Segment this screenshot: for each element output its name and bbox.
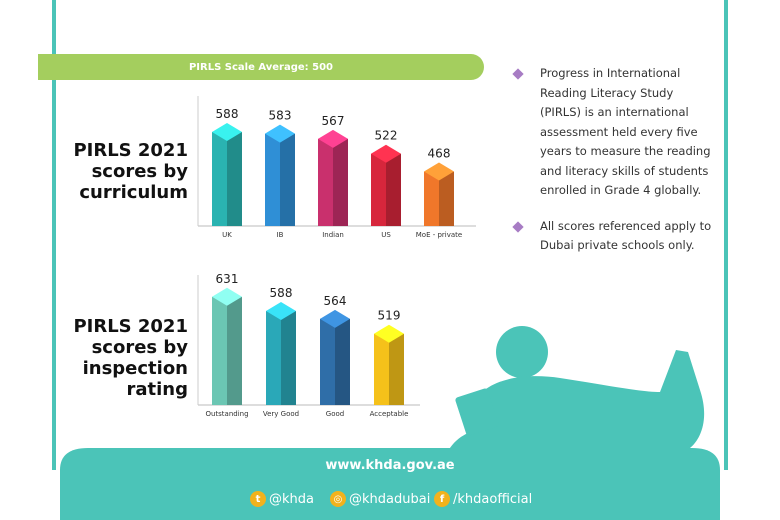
- bar: [424, 171, 439, 226]
- bar: [212, 296, 227, 405]
- bar-side: [227, 296, 242, 405]
- note-text: All scores referenced apply to Dubai pri…: [540, 218, 712, 253]
- category-label: Very Good: [263, 410, 299, 418]
- note-text: Progress in International Reading Litera…: [540, 66, 711, 197]
- curriculum-chart-title: PIRLS 2021 scores by curriculum: [73, 140, 188, 203]
- bar-cap: [266, 301, 296, 320]
- bar-side: [389, 333, 404, 405]
- bar-cap: [424, 162, 454, 181]
- category-label: US: [381, 231, 391, 239]
- inspection-chart-title: PIRLS 2021 scores by inspection rating: [73, 316, 188, 400]
- website-link[interactable]: www.khda.gov.ae: [325, 458, 455, 473]
- twitter-handle[interactable]: t @khda: [250, 486, 314, 512]
- bar-cap: [212, 287, 242, 306]
- bar: [266, 310, 281, 405]
- bar-cap: [374, 324, 404, 343]
- instagram-handle[interactable]: ◎ @khdadubai: [330, 486, 430, 512]
- bar-side: [333, 138, 348, 226]
- bar-side: [281, 310, 296, 405]
- bar-cap: [320, 309, 350, 328]
- data-label: 564: [324, 294, 347, 308]
- data-label: 468: [428, 147, 451, 161]
- bar: [265, 133, 280, 226]
- data-label: 588: [216, 107, 239, 121]
- reading-child-silhouette: [440, 326, 705, 470]
- scale-average-banner: PIRLS Scale Average: 500: [38, 54, 484, 80]
- data-label: 522: [375, 129, 398, 143]
- data-label: 588: [270, 286, 293, 300]
- note-item: Progress in International Reading Litera…: [512, 64, 712, 201]
- category-label: UK: [222, 231, 232, 239]
- category-label: Outstanding: [205, 410, 248, 418]
- note-item: All scores referenced apply to Dubai pri…: [512, 217, 712, 256]
- bar-side: [335, 318, 350, 405]
- bar: [318, 138, 333, 226]
- category-label: IB: [277, 231, 284, 239]
- twitter-icon: t: [250, 491, 266, 507]
- bar-cap: [371, 144, 401, 163]
- data-label: 519: [378, 309, 401, 323]
- data-label: 583: [269, 109, 292, 123]
- bar: [212, 131, 227, 226]
- data-label: 567: [322, 114, 345, 128]
- instagram-icon: ◎: [330, 491, 346, 507]
- bar-side: [280, 133, 295, 226]
- bar-cap: [212, 122, 242, 141]
- bar-side: [386, 153, 401, 226]
- facebook-text: /khdaofficial: [453, 491, 533, 507]
- frame-left-line: [52, 0, 56, 470]
- category-label: Indian: [322, 231, 344, 239]
- instagram-text: @khdadubai: [349, 491, 431, 507]
- facebook-handle[interactable]: f /khdaofficial: [434, 486, 532, 512]
- bar-cap: [265, 124, 295, 143]
- twitter-text: @khda: [269, 491, 314, 507]
- footer-band: [60, 448, 720, 520]
- category-label: Acceptable: [370, 410, 409, 418]
- data-label: 631: [216, 272, 239, 286]
- category-label: Good: [326, 410, 344, 418]
- bar: [320, 318, 335, 405]
- notes-list: Progress in International Reading Litera…: [512, 64, 712, 272]
- frame-right-line: [724, 0, 728, 470]
- bar-side: [227, 131, 242, 226]
- bar-side: [439, 171, 454, 226]
- bar: [374, 333, 389, 405]
- category-label: MoE - private: [416, 231, 462, 239]
- facebook-icon: f: [434, 491, 450, 507]
- bar: [371, 153, 386, 226]
- bar-cap: [318, 129, 348, 148]
